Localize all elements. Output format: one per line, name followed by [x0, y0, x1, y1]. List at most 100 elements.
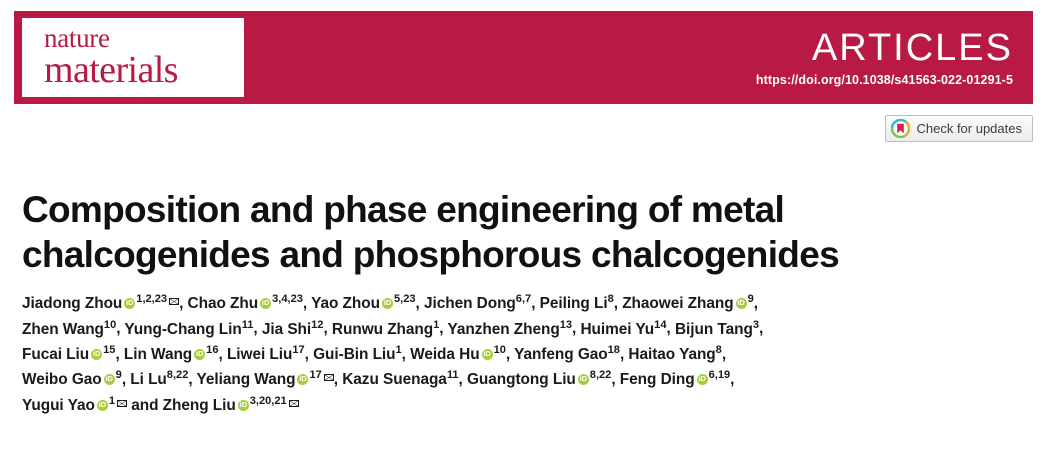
orcid-icon[interactable] — [91, 348, 103, 361]
author-entry[interactable]: Yao Zhou 5,23 — [311, 293, 416, 313]
section-label: ARTICLES — [811, 26, 1013, 69]
author-name: Li Lu — [130, 371, 167, 389]
author-name: Jiadong Zhou — [22, 295, 123, 313]
orcid-icon[interactable] — [260, 297, 272, 310]
doi-link[interactable]: https://doi.org/10.1038/s41563-022-01291… — [755, 72, 1013, 87]
affiliation-superscript: 13 — [559, 318, 573, 331]
corresponding-author-envelope-icon[interactable] — [117, 399, 127, 407]
author-separator: , — [415, 295, 424, 313]
author-name: Yugui Yao — [22, 396, 95, 414]
author-entry[interactable]: Yanzhen Zheng13 — [447, 318, 573, 338]
author-name: Zhaowei Zhang — [622, 295, 734, 313]
author-name: Yao Zhou — [311, 295, 380, 313]
affiliation-superscript: 3 — [752, 318, 759, 331]
author-entry[interactable]: Zhen Wang10 — [22, 318, 116, 338]
author-entry[interactable]: Peiling Li8 — [540, 293, 614, 312]
author-entry[interactable]: Jiadong Zhou 1,2,23 — [22, 293, 180, 313]
author-entry[interactable]: Li Lu8,22 — [130, 369, 188, 389]
affiliation-superscript: 1 — [395, 343, 402, 356]
author-entry[interactable]: Feng Ding 6,19 — [619, 369, 730, 389]
author-name: Bijun Tang — [674, 320, 753, 338]
author-separator: , — [531, 295, 540, 313]
author-entry[interactable]: Gui-Bin Liu1 — [313, 343, 402, 363]
author-line: Zhen Wang10, Yung-Chang Lin11, Jia Shi12… — [22, 316, 1032, 341]
crossmark-icon — [891, 119, 911, 138]
orcid-icon[interactable] — [696, 373, 708, 386]
author-entry[interactable]: Weibo Gao 9 — [22, 369, 122, 388]
author-name: Yanzhen Zheng — [447, 320, 560, 338]
author-separator: , — [619, 346, 629, 364]
orcid-icon[interactable] — [124, 297, 136, 310]
corresponding-author-envelope-icon[interactable] — [169, 298, 180, 306]
author-separator: , — [759, 320, 764, 338]
affiliation-superscript: 17 — [292, 343, 305, 356]
author-entry[interactable]: Jichen Dong6,7 — [423, 293, 532, 313]
author-name: Fucai Liu — [22, 346, 90, 364]
affiliation-superscript: 9 — [747, 293, 754, 305]
affiliation-superscript: 9 — [115, 369, 122, 382]
author-name: Yanfeng Gao — [514, 346, 608, 364]
author-separator: , — [572, 320, 581, 338]
author-entry[interactable]: Weida Hu 10 — [410, 344, 506, 364]
affiliation-superscript: 11 — [241, 318, 254, 331]
affiliation-superscript: 1 — [433, 318, 440, 331]
orcid-icon[interactable] — [237, 399, 249, 411]
author-entry[interactable]: Bijun Tang3 — [674, 318, 759, 338]
journal-logo: nature materials — [22, 18, 244, 97]
affiliation-superscript: 18 — [607, 343, 620, 356]
affiliation-superscript: 17 — [309, 369, 322, 382]
orcid-icon[interactable] — [297, 373, 309, 386]
author-name: Jia Shi — [261, 320, 312, 338]
author-entry[interactable]: Yugui Yao 1 — [22, 395, 127, 414]
author-name: Feng Ding — [619, 371, 695, 389]
author-entry[interactable]: Fucai Liu 15 — [22, 343, 116, 364]
author-separator: , — [666, 320, 675, 338]
affiliation-superscript: 14 — [654, 318, 667, 331]
author-entry[interactable]: Haitao Yang8 — [628, 344, 721, 364]
orcid-icon[interactable] — [481, 348, 493, 361]
orcid-icon[interactable] — [103, 373, 115, 386]
author-separator: , — [730, 371, 735, 389]
author-separator: , — [115, 346, 124, 364]
author-entry[interactable]: Zheng Liu 3,20,21 — [163, 395, 299, 414]
author-line: Fucai Liu 15, Lin Wang 16, Liwei Liu17, Gu… — [22, 342, 1032, 367]
author-entry[interactable]: Zhaowei Zhang 9 — [622, 293, 754, 313]
author-separator: , — [121, 371, 131, 389]
author-name: Weida Hu — [410, 346, 480, 364]
orcid-icon[interactable] — [381, 297, 393, 310]
author-entry[interactable]: Yung-Chang Lin11 — [124, 318, 254, 337]
author-entry[interactable]: Yeliang Wang 17 — [197, 369, 334, 388]
author-entry[interactable]: Jia Shi12 — [261, 318, 324, 338]
affiliation-superscript: 15 — [103, 343, 116, 356]
author-separator: , — [218, 346, 227, 364]
author-name: Jichen Dong — [423, 295, 516, 313]
author-entry[interactable]: Guangtong Liu 8,22 — [467, 369, 612, 389]
author-separator: , — [188, 371, 197, 389]
corresponding-author-envelope-icon[interactable] — [323, 374, 334, 382]
author-entry[interactable]: Lin Wang 16 — [124, 343, 219, 363]
author-entry[interactable]: Liwei Liu17 — [227, 343, 305, 363]
orcid-icon[interactable] — [577, 373, 589, 386]
author-name: Guangtong Liu — [467, 371, 576, 389]
affiliation-superscript: 16 — [206, 343, 219, 356]
check-for-updates-button[interactable]: Check for updates — [885, 115, 1033, 142]
orcid-icon[interactable] — [735, 297, 747, 310]
journal-logo-nature: nature — [44, 23, 110, 54]
affiliation-superscript: 8 — [607, 293, 614, 305]
affiliation-superscript: 8,22 — [589, 369, 612, 382]
author-separator: , — [304, 346, 314, 364]
author-separator: , — [439, 320, 448, 338]
affiliation-superscript: 5,23 — [393, 293, 416, 305]
affiliation-superscript: 3,4,23 — [272, 293, 303, 305]
author-name: Haitao Yang — [628, 346, 716, 364]
author-entry[interactable]: Runwu Zhang1 — [332, 318, 440, 337]
author-entry[interactable]: Yanfeng Gao18 — [514, 343, 620, 364]
corresponding-author-envelope-icon[interactable] — [288, 399, 299, 407]
author-entry[interactable]: Chao Zhu 3,4,23 — [188, 293, 303, 312]
affiliation-superscript: 6,7 — [515, 293, 532, 305]
orcid-icon[interactable] — [194, 348, 206, 361]
author-name: Zhen Wang — [22, 320, 104, 338]
author-entry[interactable]: Huimei Yu14 — [580, 318, 667, 337]
author-entry[interactable]: Kazu Suenaga11 — [342, 369, 458, 388]
orcid-icon[interactable] — [96, 399, 108, 411]
